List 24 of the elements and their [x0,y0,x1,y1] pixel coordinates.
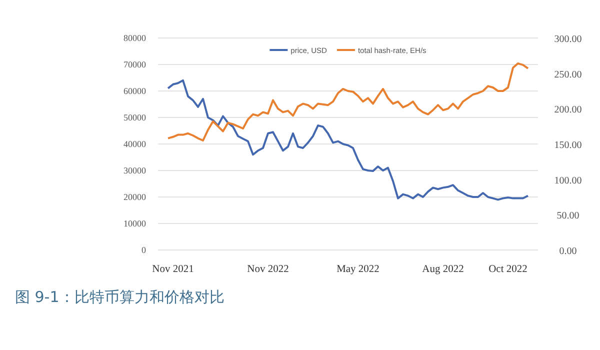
y-tick-label: 40000 [124,139,146,149]
y2-tick-label: 50.00 [556,210,580,222]
y2-tick-label: 100.00 [554,175,582,186]
line-series [167,79,529,201]
y-tick-label: 30000 [124,166,146,176]
x-tick-label: Nov 2021 [152,264,194,275]
y-tick-label: 0 [142,245,146,255]
x-tick-label: Oct 2022 [488,264,528,275]
line-series [167,62,529,142]
y-tick-label: 70000 [124,60,146,70]
y-tick-label: 80000 [124,33,146,43]
y2-tick-label: 250.00 [554,69,582,80]
y-tick-label: 60000 [124,86,146,96]
y2-tick-label: 150.00 [554,140,582,151]
y2-tick-label: 0.00 [559,246,577,257]
x-tick-label: Nov 2022 [247,264,289,275]
x-tick-label: May 2022 [336,264,380,275]
y2-tick-label: 200.00 [554,104,582,116]
y-tick-label: 50000 [124,112,146,122]
y-tick-label: 10000 [124,218,146,228]
y2-tick-label: 300.00 [554,34,582,45]
y-tick-label: 20000 [124,192,146,202]
x-tick-label: Aug 2022 [422,264,464,275]
text: 图 9-1：比特币算力和价格对比 [15,288,224,307]
